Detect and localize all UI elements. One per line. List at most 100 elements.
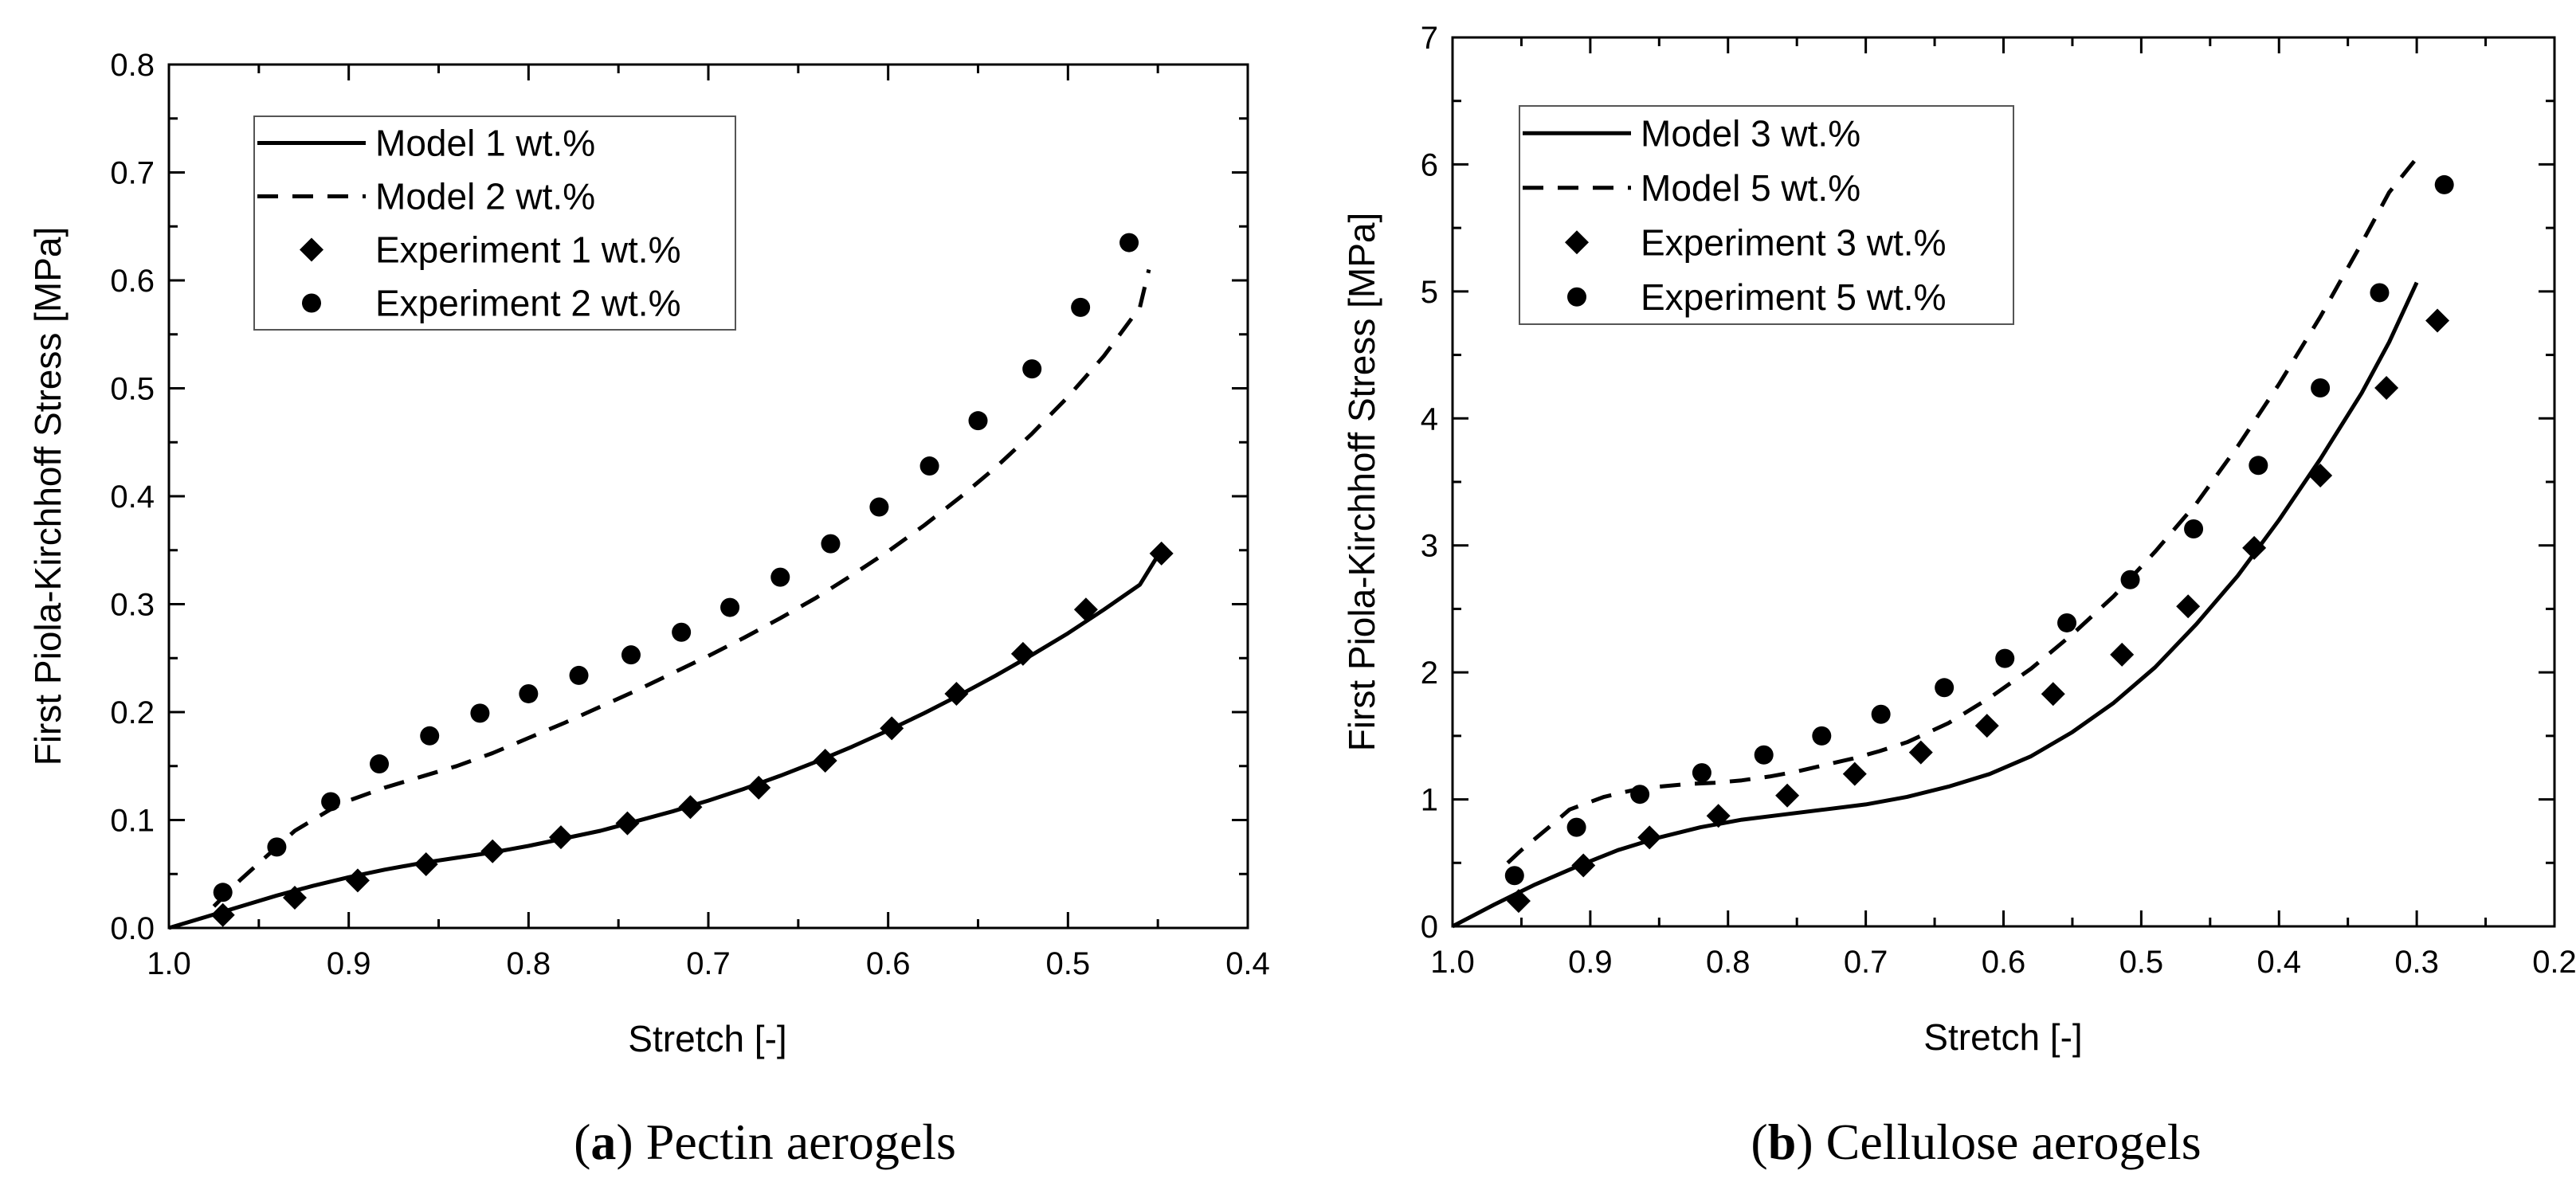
data-point-circle — [1754, 745, 1774, 765]
dashed-model-line — [212, 268, 1151, 908]
legend-box — [253, 115, 736, 331]
data-point-circle — [968, 411, 988, 431]
data-point-diamond — [1775, 783, 1800, 808]
x-tick-label: 0.6 — [866, 946, 911, 981]
caption-paren-close: ) — [616, 1114, 633, 1170]
x-tick-label: 0.5 — [1046, 946, 1091, 981]
x-tick-label: 0.3 — [2394, 945, 2439, 980]
x-tick-label: 1.0 — [147, 946, 191, 981]
y-tick-label: 0.0 — [110, 911, 155, 946]
data-point-circle — [2434, 174, 2454, 194]
y-tick-label: 5 — [1421, 275, 1438, 310]
model-series — [168, 554, 1160, 930]
x-axis-label: Stretch [-] — [1923, 1016, 2082, 1058]
legend-label: Experiment 1 wt.% — [375, 229, 680, 271]
model-series — [212, 268, 1151, 908]
data-point-diamond — [678, 795, 703, 820]
data-point-circle — [621, 645, 641, 665]
legend-box — [1519, 105, 2014, 325]
caption-paren-close: ) — [1796, 1114, 1813, 1170]
x-tick-label: 0.5 — [2119, 945, 2164, 980]
dashed-model-line — [1506, 156, 2419, 865]
x-tick-label: 0.7 — [1844, 945, 1888, 980]
x-tick-label: 1.0 — [1430, 945, 1475, 980]
data-point-diamond — [1974, 714, 1999, 738]
data-point-diamond — [1149, 541, 1174, 566]
y-tick-label: 2 — [1421, 656, 1438, 691]
data-point-circle — [569, 665, 589, 685]
legend-marker-circle — [1567, 287, 1586, 307]
data-point-diamond — [1637, 825, 1662, 850]
data-point-circle — [672, 622, 692, 642]
legend-label: Model 2 wt.% — [375, 176, 595, 217]
data-point-circle — [770, 567, 790, 587]
y-tick-label: 0.6 — [110, 264, 155, 299]
legend-label: Experiment 5 wt.% — [1641, 276, 1946, 318]
x-tick-label: 0.9 — [1568, 945, 1613, 980]
solid-model-line — [1451, 281, 2419, 929]
y-axis-label: First Piola-Kirchhoff Stress [MPa] — [1341, 213, 1382, 752]
x-tick-label: 0.4 — [1225, 946, 1270, 981]
data-point-circle — [2120, 570, 2140, 589]
y-tick-label: 3 — [1421, 529, 1438, 564]
caption-text: Pectin aerogels — [633, 1114, 956, 1170]
legend-label: Model 5 wt.% — [1641, 167, 1860, 209]
panel-caption: (b) Cellulose aerogels — [1751, 1114, 2201, 1170]
x-tick-label: 0.8 — [1706, 945, 1751, 980]
legend-marker-diamond — [300, 237, 323, 262]
y-tick-label: 0.5 — [110, 372, 155, 407]
data-point-circle — [1995, 648, 2015, 668]
data-point-circle — [213, 883, 233, 902]
experiment-series — [210, 541, 1174, 927]
data-point-circle — [321, 792, 341, 812]
data-point-diamond — [2425, 308, 2450, 333]
data-point-diamond — [282, 886, 307, 910]
caption-letter: b — [1768, 1114, 1797, 1170]
legend-label: Experiment 3 wt.% — [1641, 221, 1946, 263]
y-tick-label: 4 — [1421, 401, 1438, 436]
y-tick-label: 6 — [1421, 147, 1438, 182]
x-tick-label: 0.4 — [2256, 945, 2301, 980]
data-point-circle — [919, 456, 939, 476]
legend-marker-circle — [302, 293, 321, 313]
data-point-diamond — [944, 681, 969, 706]
data-point-circle — [2249, 456, 2268, 476]
caption-paren-open: ( — [574, 1114, 590, 1170]
data-point-circle — [2184, 519, 2204, 538]
data-point-circle — [1630, 785, 1650, 804]
pectin-chart-panel: 1.0 0.9 0.8 0.7 0.6 0.5 0.4 0.0 0.1 0.2 0.3 0.4 0.5 0… — [27, 48, 1270, 1170]
y-axis-label: First Piola-Kirchhoff Stress [MPa] — [27, 227, 69, 766]
data-point-diamond — [2374, 376, 2399, 401]
cellulose-chart-panel: 1.0 0.9 0.8 0.7 0.6 0.5 0.4 0.3 0.2 0 1 2 3 4 5 6 7 Stret… — [1341, 21, 2576, 1170]
model-series — [1451, 281, 2419, 929]
x-tick-label: 0.9 — [327, 946, 371, 981]
data-point-diamond — [1010, 641, 1035, 666]
data-point-diamond — [1506, 889, 1531, 914]
legend-marker-diamond — [1565, 230, 1589, 255]
data-point-diamond — [480, 839, 505, 863]
data-point-circle — [1022, 359, 1042, 379]
data-point-diamond — [2308, 464, 2333, 488]
x-tick-label: 0.2 — [2532, 945, 2576, 980]
legend-label: Model 3 wt.% — [1641, 112, 1860, 154]
data-point-circle — [1071, 297, 1091, 317]
data-point-circle — [2311, 378, 2331, 398]
data-point-diamond — [880, 716, 904, 741]
experiment-series — [1506, 308, 2450, 914]
caption-text: Cellulose aerogels — [1813, 1114, 2202, 1170]
legend-label: Model 1 wt.% — [375, 123, 595, 164]
caption-letter: a — [590, 1114, 616, 1170]
data-point-diamond — [548, 825, 573, 850]
data-point-circle — [1935, 678, 1955, 698]
x-tick-label: 0.6 — [1982, 945, 2026, 980]
y-tick-label: 0.1 — [110, 804, 155, 839]
x-tick-label: 0.8 — [507, 946, 551, 981]
data-point-circle — [869, 497, 889, 517]
data-point-diamond — [1571, 853, 1596, 878]
legend: Model 1 wt.% Model 2 wt.% Experiment 1 wt.… — [253, 115, 736, 331]
data-point-circle — [2057, 613, 2077, 632]
legend-label: Experiment 2 wt.% — [375, 283, 680, 324]
data-point-diamond — [813, 748, 837, 773]
data-point-diamond — [345, 868, 370, 893]
